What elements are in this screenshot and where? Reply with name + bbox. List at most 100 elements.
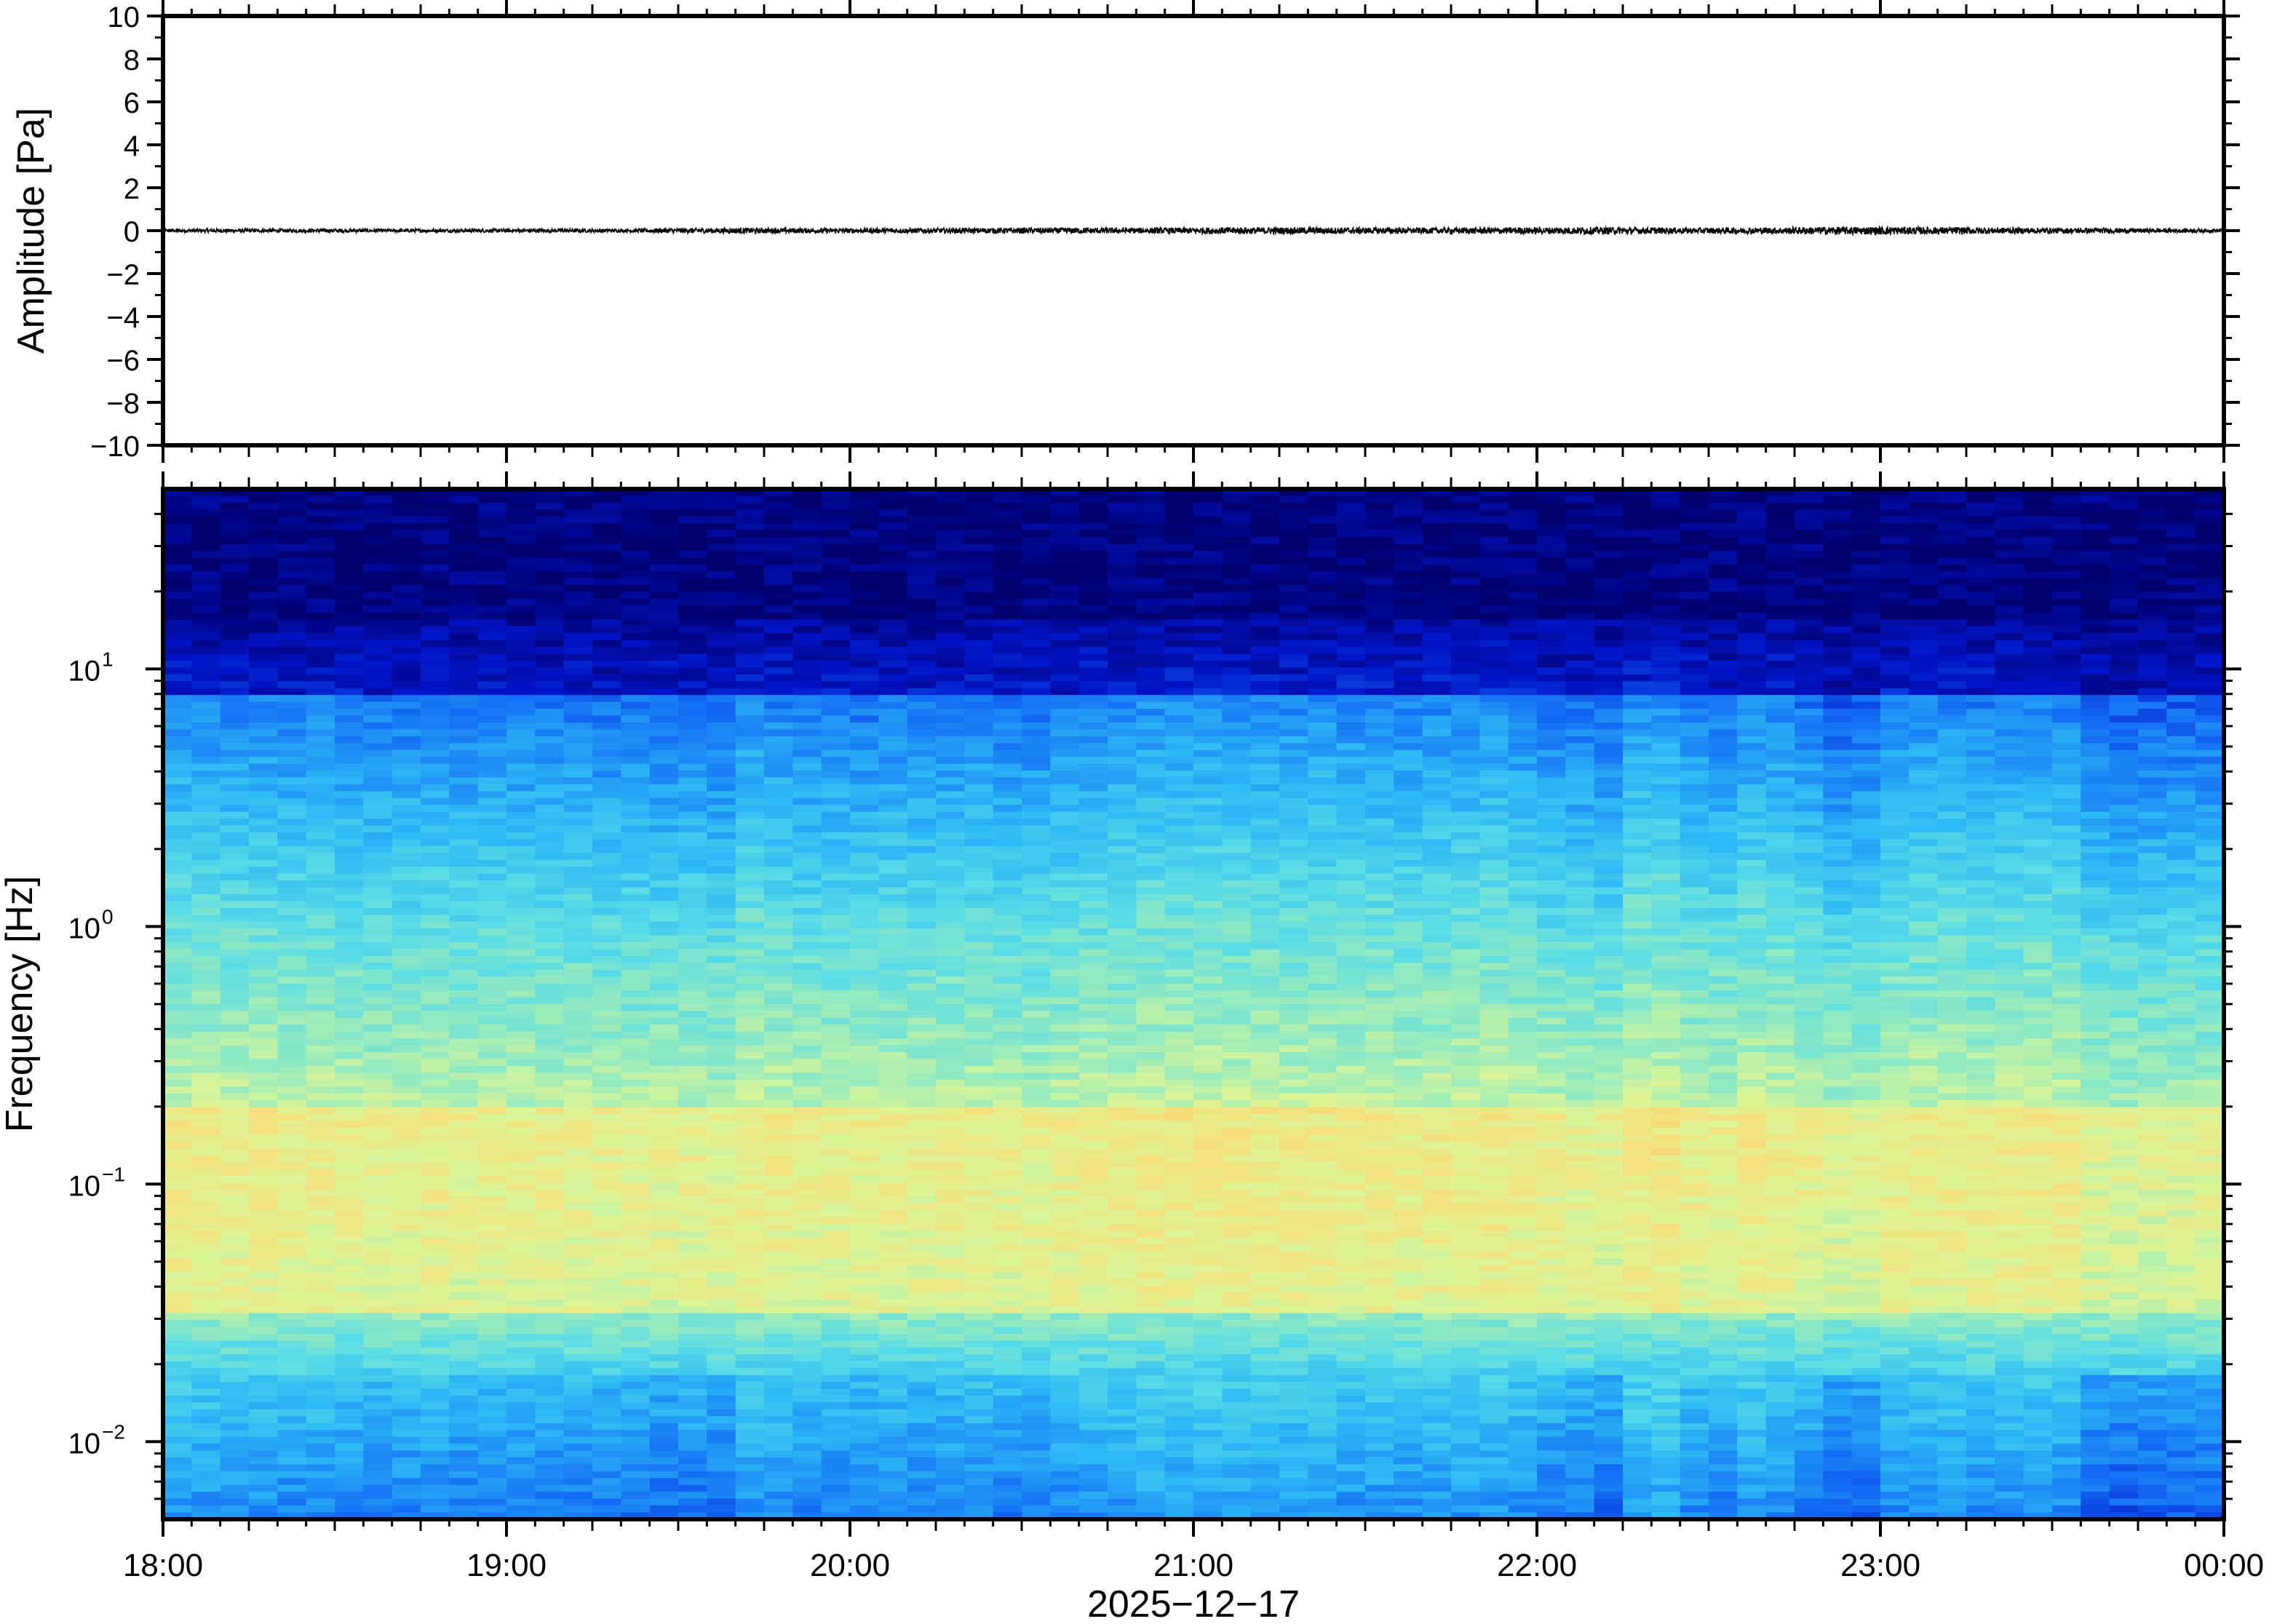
spectrogram-cell xyxy=(249,626,279,634)
spectrogram-cell xyxy=(907,880,937,888)
spectrogram-cell xyxy=(821,811,851,819)
spectrogram-cell xyxy=(392,695,421,703)
spectrogram-cell xyxy=(707,571,736,579)
spectrogram-cell xyxy=(621,1396,651,1404)
spectrogram-cell xyxy=(936,887,966,895)
spectrogram-cell xyxy=(1050,1444,1080,1452)
spectrogram-cell xyxy=(563,791,593,799)
spectrogram-cell xyxy=(707,1334,736,1342)
spectrogram-cell xyxy=(392,592,421,600)
spectrogram-cell xyxy=(878,976,908,984)
spectrogram-cell xyxy=(707,695,736,703)
spectrogram-cell xyxy=(936,867,966,875)
spectrogram-cell xyxy=(850,825,880,833)
spectrogram-cell xyxy=(335,907,365,915)
spectrogram-cell xyxy=(191,743,221,751)
spectrogram-cell xyxy=(220,1182,250,1190)
spectrogram-cell xyxy=(1050,1093,1080,1101)
spectrogram-cell xyxy=(535,1422,565,1430)
spectrogram-cell xyxy=(621,1217,651,1225)
spectrogram-cell xyxy=(1022,1251,1052,1259)
spectrogram-cell xyxy=(1050,845,1080,854)
spectrogram-cell xyxy=(220,701,250,709)
spectrogram-cell xyxy=(220,681,250,689)
spectrogram-cell xyxy=(249,1409,279,1417)
spectrogram-cell xyxy=(421,1017,450,1026)
spectrogram-cell xyxy=(449,1196,479,1204)
spectrogram-cell xyxy=(821,1265,851,1273)
spectrogram-cell xyxy=(707,880,736,888)
spectrogram-cell xyxy=(163,1478,193,1486)
spectrogram-cell xyxy=(878,1354,908,1362)
spectrogram-cell xyxy=(764,771,794,779)
spectrogram-cell xyxy=(792,1457,822,1465)
spectrogram-cell xyxy=(220,1416,250,1424)
spectrogram-cell xyxy=(735,1436,765,1444)
spectrogram-cell xyxy=(792,709,822,717)
spectrogram-cell xyxy=(477,509,507,517)
spectrogram-cell xyxy=(649,1374,679,1382)
spectrogram-cell xyxy=(220,661,250,669)
spectrogram-cell xyxy=(993,626,1022,634)
spectrogram-cell xyxy=(421,523,450,531)
spectrogram-cell xyxy=(592,894,622,902)
spectrogram-cell xyxy=(421,633,450,641)
spectrogram-cell xyxy=(506,1340,536,1348)
spectrogram-cell xyxy=(678,1278,708,1286)
spectrogram-cell xyxy=(477,845,507,854)
spectrogram-cell xyxy=(792,743,822,751)
spectrogram-cell xyxy=(421,969,450,977)
spectrogram-cell xyxy=(1022,1286,1052,1294)
spectrogram-cell xyxy=(191,825,221,833)
spectrogram-cell xyxy=(621,1155,651,1163)
spectrogram-cell xyxy=(878,1457,908,1465)
spectrogram-cell xyxy=(1022,1464,1052,1472)
spectrogram-cell xyxy=(306,1038,335,1046)
spectrogram-cell xyxy=(306,612,335,621)
spectrogram-cell xyxy=(764,887,794,895)
spectrogram-cell xyxy=(506,784,536,792)
spectrogram-cell xyxy=(964,647,994,655)
spectrogram-cell xyxy=(220,1045,250,1053)
spectrogram-cell xyxy=(649,1334,679,1342)
spectrogram-cell xyxy=(850,612,880,621)
spectrogram-cell xyxy=(821,784,851,792)
spectrogram-cell xyxy=(936,1292,966,1300)
spectrogram-cell xyxy=(163,599,193,607)
spectrogram-cell xyxy=(392,1402,421,1410)
spectrogram-cell xyxy=(449,1464,479,1472)
spectrogram-cell xyxy=(936,1464,966,1472)
spectrogram-cell xyxy=(306,695,335,703)
spectrogram-cell xyxy=(592,969,622,977)
spectrogram-cell xyxy=(621,1024,651,1032)
spectrogram-cell xyxy=(592,784,622,792)
spectrogram-cell xyxy=(878,1430,908,1438)
spectrogram-cell xyxy=(964,1127,994,1136)
spectrogram-cell xyxy=(449,743,479,751)
spectrogram-cell xyxy=(249,805,279,813)
spectrogram-cell xyxy=(163,907,193,915)
spectrogram-cell xyxy=(649,1086,679,1094)
spectrogram-cell xyxy=(764,1450,794,1458)
spectrogram-cell xyxy=(907,845,937,854)
spectrogram-cell xyxy=(220,1464,250,1472)
spectrogram-cell xyxy=(792,955,822,964)
spectrogram-cell xyxy=(421,681,450,689)
waveform-ytick-label: 0 xyxy=(124,216,140,248)
spectrogram-cell xyxy=(363,1478,393,1486)
spectrogram-cell xyxy=(1050,599,1080,607)
spectrogram-cell xyxy=(535,1045,565,1053)
spectrogram-cell xyxy=(936,736,966,744)
spectrogram-cell xyxy=(993,571,1022,579)
spectrogram-cell xyxy=(621,1334,651,1342)
spectrogram-cell xyxy=(850,1230,880,1238)
spectrogram-cell xyxy=(592,1100,622,1108)
spectrogram-cell xyxy=(277,1238,307,1246)
spectrogram-cell xyxy=(563,1464,593,1472)
spectrogram-cell xyxy=(964,619,994,627)
spectrogram-cell xyxy=(993,578,1022,586)
spectrogram-cell xyxy=(878,1251,908,1259)
spectrogram-cell xyxy=(936,955,966,964)
spectrogram-cell xyxy=(306,1176,335,1184)
spectrogram-cell xyxy=(649,557,679,565)
